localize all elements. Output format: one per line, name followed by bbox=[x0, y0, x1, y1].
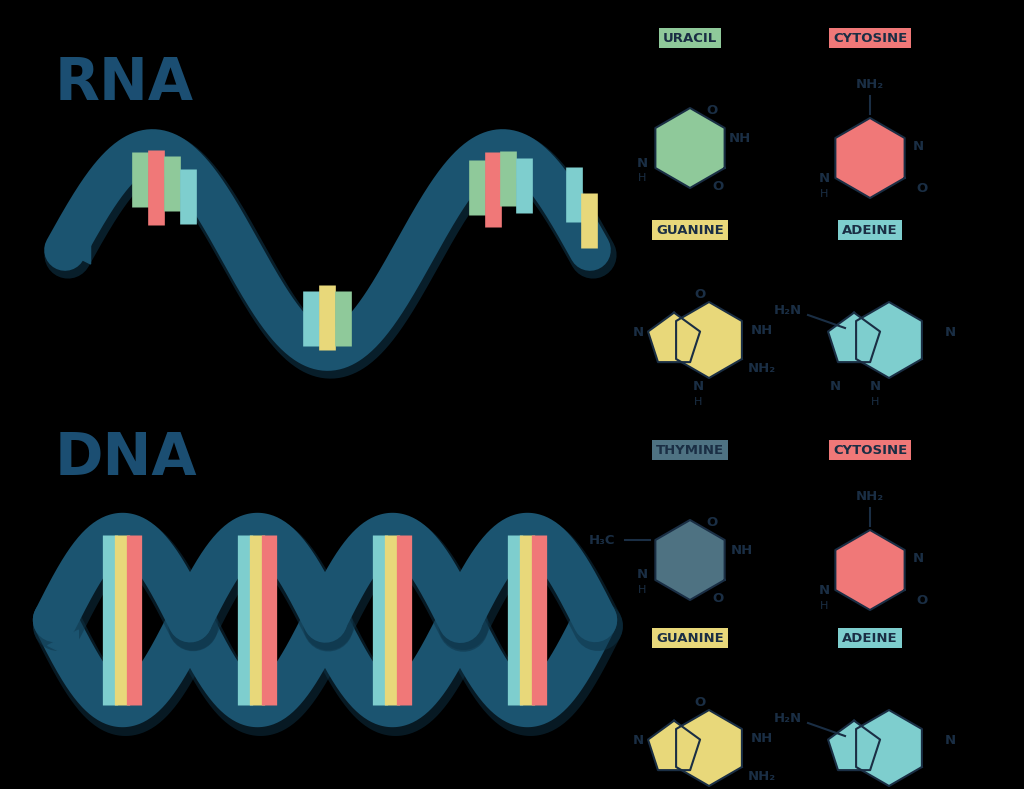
Text: NH₂: NH₂ bbox=[748, 769, 776, 783]
Text: CYTOSINE: CYTOSINE bbox=[833, 32, 907, 44]
Text: H₂N: H₂N bbox=[774, 304, 802, 316]
Text: DNA: DNA bbox=[55, 430, 198, 487]
Text: O: O bbox=[694, 695, 706, 709]
Polygon shape bbox=[648, 720, 700, 770]
Text: H: H bbox=[638, 585, 646, 595]
Text: H: H bbox=[638, 173, 646, 183]
Polygon shape bbox=[676, 710, 742, 786]
Text: CYTOSINE: CYTOSINE bbox=[833, 443, 907, 457]
Text: N: N bbox=[829, 787, 841, 789]
Text: GUANINE: GUANINE bbox=[656, 631, 724, 645]
Text: H: H bbox=[694, 397, 702, 407]
Text: O: O bbox=[694, 287, 706, 301]
Text: THYMINE: THYMINE bbox=[656, 443, 724, 457]
Text: NH₂: NH₂ bbox=[856, 489, 884, 503]
Text: N: N bbox=[912, 552, 924, 564]
Text: N: N bbox=[869, 380, 881, 392]
Text: N: N bbox=[633, 326, 643, 338]
Polygon shape bbox=[836, 118, 904, 198]
Text: NH: NH bbox=[731, 544, 753, 556]
Text: NH: NH bbox=[729, 132, 752, 144]
FancyArrowPatch shape bbox=[571, 579, 602, 610]
Polygon shape bbox=[655, 108, 725, 188]
Text: NH₂: NH₂ bbox=[748, 361, 776, 375]
Text: NH: NH bbox=[751, 323, 773, 336]
FancyArrowPatch shape bbox=[48, 630, 78, 660]
Text: N: N bbox=[912, 140, 924, 152]
Text: N: N bbox=[869, 787, 881, 789]
Text: RNA: RNA bbox=[55, 55, 194, 112]
Text: N: N bbox=[692, 787, 703, 789]
Text: H₃C: H₃C bbox=[589, 533, 615, 547]
Text: N: N bbox=[692, 380, 703, 392]
Text: H₂N: H₂N bbox=[774, 712, 802, 724]
Text: NH: NH bbox=[751, 731, 773, 745]
Text: GUANINE: GUANINE bbox=[656, 223, 724, 237]
Text: NH₂: NH₂ bbox=[856, 77, 884, 91]
Polygon shape bbox=[648, 312, 700, 362]
Text: H: H bbox=[820, 189, 828, 199]
Text: N: N bbox=[633, 734, 643, 746]
Polygon shape bbox=[828, 312, 880, 362]
Text: O: O bbox=[713, 592, 724, 604]
Polygon shape bbox=[856, 302, 922, 378]
Polygon shape bbox=[676, 302, 742, 378]
Text: H: H bbox=[820, 601, 828, 611]
Text: N: N bbox=[829, 380, 841, 392]
Text: O: O bbox=[916, 593, 928, 607]
Text: ADEINE: ADEINE bbox=[842, 223, 898, 237]
Text: N: N bbox=[637, 156, 647, 170]
Text: URACIL: URACIL bbox=[663, 32, 717, 44]
Text: N: N bbox=[637, 569, 647, 581]
Text: ADEINE: ADEINE bbox=[842, 631, 898, 645]
Polygon shape bbox=[836, 530, 904, 610]
Text: O: O bbox=[713, 180, 724, 193]
Text: N: N bbox=[818, 584, 829, 596]
Text: N: N bbox=[944, 734, 955, 746]
Text: O: O bbox=[916, 181, 928, 195]
Polygon shape bbox=[655, 520, 725, 600]
Text: O: O bbox=[707, 515, 718, 529]
Polygon shape bbox=[856, 710, 922, 786]
FancyArrowPatch shape bbox=[62, 236, 90, 264]
Text: H: H bbox=[870, 397, 880, 407]
Text: N: N bbox=[944, 326, 955, 338]
Text: N: N bbox=[818, 171, 829, 185]
Text: O: O bbox=[707, 103, 718, 117]
Polygon shape bbox=[828, 720, 880, 770]
